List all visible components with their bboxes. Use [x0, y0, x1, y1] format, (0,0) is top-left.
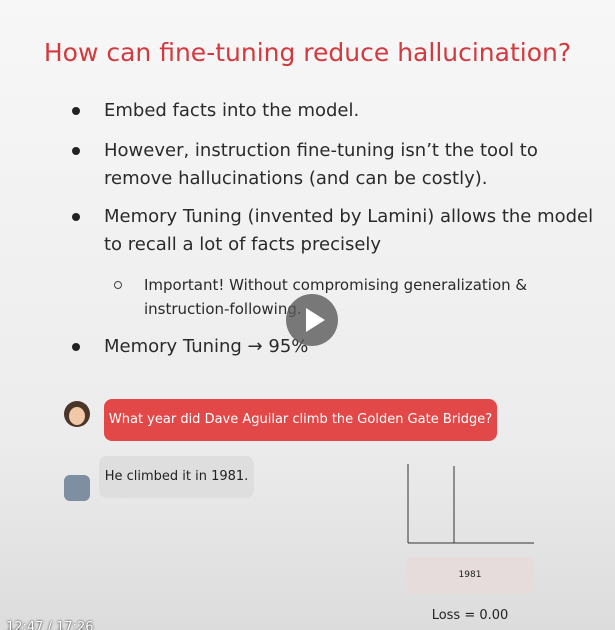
loss-diagram: [407, 464, 534, 544]
user-avatar: [64, 401, 90, 427]
sub-bullet: Important! Without compromising generali…: [144, 276, 528, 318]
bot-avatar: [64, 475, 90, 501]
play-icon: [306, 308, 325, 332]
token: 1981: [458, 570, 482, 580]
loss-label: Loss = 0.00: [431, 608, 509, 623]
bullet-dot: [72, 343, 80, 351]
bullet: Memory Tuning → 95%: [104, 336, 309, 357]
bullet: However, instruction fine-tuning isn’t t…: [104, 140, 538, 189]
user-message: What year did Dave Aguilar climb the Gol…: [104, 399, 497, 441]
sub-bullet-ring: [114, 281, 122, 289]
bot-message: He climbed it in 1981.: [99, 456, 254, 498]
video-time: 12:47 / 17:26: [6, 620, 94, 630]
token-box: 1981: [406, 557, 534, 594]
bullet-dot: [72, 213, 80, 221]
play-button[interactable]: [286, 294, 338, 346]
bullet: Embed facts into the model.: [104, 100, 360, 121]
bullet-dot: [72, 147, 80, 155]
slide-title: How can fine-tuning reduce hallucination…: [43, 38, 572, 67]
bullet-dot: [72, 107, 80, 115]
bullet: Memory Tuning (invented by Lamini) allow…: [104, 206, 594, 255]
